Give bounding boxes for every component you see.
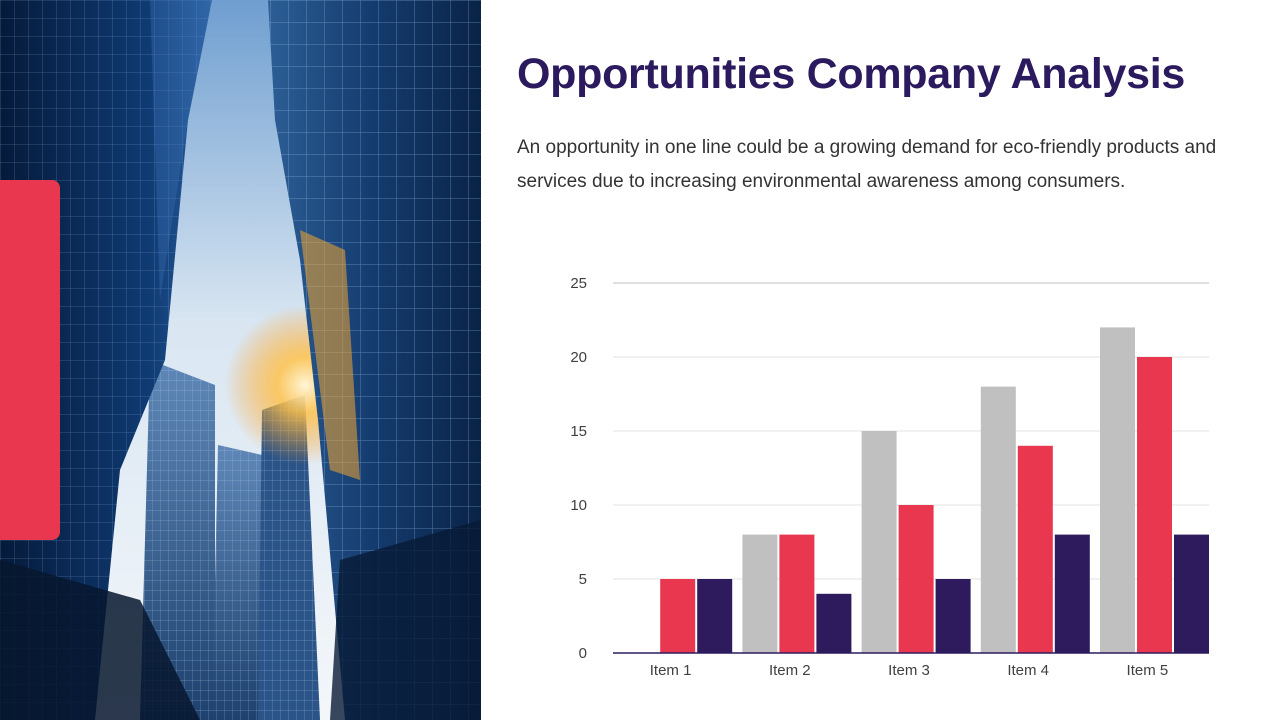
y-tick-label: 20 [570, 349, 587, 366]
x-tick-label: Item 1 [650, 662, 692, 679]
bar [1137, 357, 1172, 653]
bar [935, 579, 971, 653]
bar [1174, 534, 1209, 653]
bar [1054, 534, 1090, 653]
bar [742, 534, 778, 653]
bar [1100, 327, 1135, 653]
city-skyscrapers-photo [0, 0, 481, 720]
x-tick-label: Item 3 [888, 662, 930, 679]
y-tick-label: 5 [579, 571, 587, 588]
bar [697, 579, 733, 653]
x-tick-label: Item 5 [1127, 662, 1169, 679]
bar [980, 386, 1016, 653]
bar [660, 579, 696, 653]
y-tick-label: 10 [570, 497, 587, 514]
bar [1017, 445, 1053, 653]
y-tick-label: 15 [570, 423, 587, 440]
bar [779, 534, 815, 653]
bar-chart: 0 5 10 15 20 25 Item 1 Item 2 Item 3 Item 4 Item 5 [570, 275, 1209, 679]
x-tick-label: Item 2 [769, 662, 811, 679]
y-tick-label: 0 [579, 645, 587, 662]
slide-title: Opportunities Company Analysis [517, 50, 1185, 98]
y-tick-label: 25 [570, 275, 587, 292]
bar [816, 593, 852, 653]
slide-description: An opportunity in one line could be a gr… [517, 137, 1217, 192]
bar [898, 505, 934, 653]
accent-block [0, 180, 60, 540]
bar [861, 431, 897, 653]
x-tick-label: Item 4 [1007, 662, 1049, 679]
